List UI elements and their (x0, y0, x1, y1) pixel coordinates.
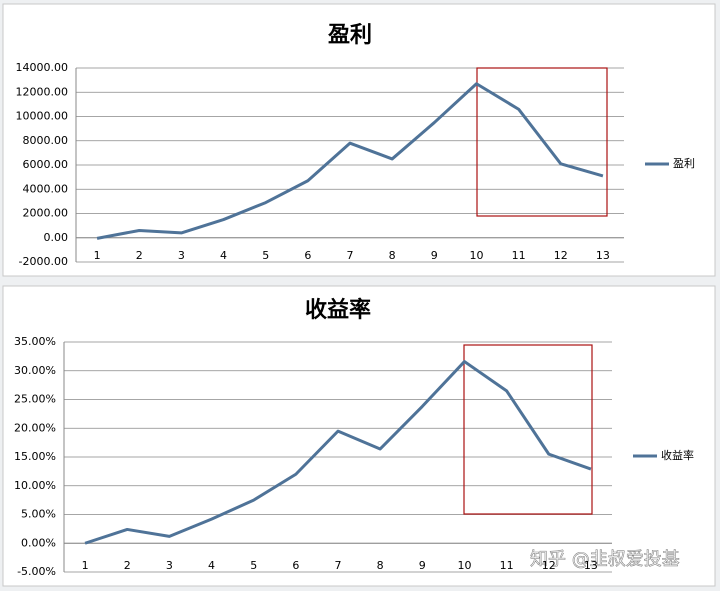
y-tick-label: -2000.00 (19, 255, 68, 268)
highlight-box (463, 344, 593, 515)
x-tick-label: 11 (500, 559, 514, 572)
x-tick-label: 7 (335, 559, 342, 572)
x-tick-label: 1 (94, 249, 101, 262)
x-tick-label: 10 (469, 249, 483, 262)
x-tick-label: 4 (220, 249, 227, 262)
y-tick-label: 2000.00 (23, 207, 69, 220)
y-tick-label: 12000.00 (16, 85, 69, 98)
x-tick-label: 5 (262, 249, 269, 262)
x-tick-label: 8 (389, 249, 396, 262)
y-tick-label: 14000.00 (16, 61, 69, 74)
chart-title: 盈利 (327, 23, 372, 48)
x-tick-label: 2 (124, 559, 131, 572)
y-tick-label: 0.00% (21, 536, 56, 549)
watermark: 知乎 @韭叔爱投基 (530, 549, 680, 570)
chart-panel (2, 285, 716, 587)
y-tick-label: 0.00 (44, 231, 69, 244)
x-tick-label: 9 (419, 559, 426, 572)
x-tick-label: 10 (457, 559, 471, 572)
x-tick-label: 2 (136, 249, 143, 262)
x-tick-label: 8 (377, 559, 384, 572)
legend-label: 收益率 (661, 448, 694, 462)
x-tick-label: 12 (554, 249, 568, 262)
y-tick-label: 30.00% (14, 364, 56, 377)
highlight-box (476, 67, 608, 217)
y-tick-label: 6000.00 (23, 158, 69, 171)
x-tick-label: 13 (584, 559, 598, 572)
y-tick-label: -5.00% (17, 565, 56, 578)
y-tick-label: 15.00% (14, 450, 56, 463)
y-tick-label: 20.00% (14, 421, 56, 434)
x-tick-label: 3 (166, 559, 173, 572)
y-tick-label: 8000.00 (23, 134, 69, 147)
chart-panel (2, 3, 716, 277)
y-tick-label: 25.00% (14, 393, 56, 406)
x-tick-label: 6 (292, 559, 299, 572)
x-tick-label: 11 (512, 249, 526, 262)
x-tick-label: 6 (304, 249, 311, 262)
series-line (96, 82, 604, 240)
x-tick-label: 4 (208, 559, 215, 572)
y-tick-label: 35.00% (14, 335, 56, 348)
y-tick-label: 5.00% (21, 508, 56, 521)
chart-title: 收益率 (305, 297, 371, 323)
x-tick-label: 12 (542, 559, 556, 572)
legend-label: 盈利 (673, 157, 695, 170)
y-tick-label: 10000.00 (16, 110, 69, 123)
x-tick-label: 1 (82, 559, 89, 572)
series-line (84, 360, 592, 545)
x-tick-label: 3 (178, 249, 185, 262)
x-tick-label: 5 (250, 559, 257, 572)
x-tick-label: 9 (431, 249, 438, 262)
x-tick-label: 13 (596, 249, 610, 262)
y-tick-label: 4000.00 (23, 182, 69, 195)
x-tick-label: 7 (347, 249, 354, 262)
y-tick-label: 10.00% (14, 479, 56, 492)
